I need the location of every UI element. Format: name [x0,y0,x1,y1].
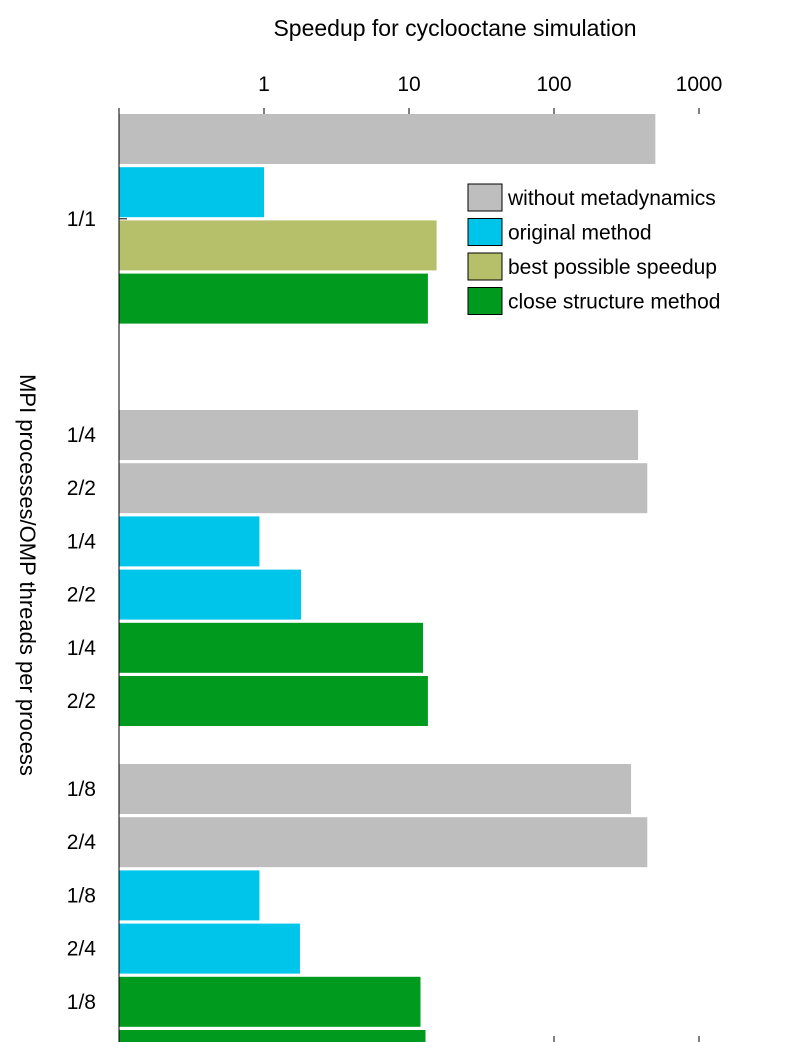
bar [119,167,264,218]
x-tick-label: 1 [258,73,270,96]
y-tick-label: 1/8 [67,778,96,801]
bar [119,463,648,514]
y-tick-labels: 1/11/42/21/42/21/42/21/82/41/82/41/82/4 [67,208,127,1014]
bar [119,1030,426,1042]
y-tick-label: 2/2 [67,690,96,713]
legend-swatch [467,287,503,315]
y-axis-label: MPI processes/OMP threads per process [15,374,40,776]
legend-swatch [467,183,503,212]
legend-label: without metadynamics [507,187,716,210]
bar [119,764,632,814]
legend-swatch [467,252,503,281]
legend: without metadynamics original method best … [467,183,720,315]
x-tick-label: 100 [536,73,571,96]
y-tick-label: 2/2 [67,477,96,500]
bar [119,923,300,974]
legend-label: original method [508,222,652,245]
y-tick-label: 1/4 [67,530,97,553]
y-tick-label: 1/4 [67,424,97,447]
legend-swatch [467,218,503,246]
y-tick-label: 1/8 [67,884,96,907]
y-tick-label: 1/8 [67,991,96,1014]
bar [119,273,428,324]
bar [119,516,260,567]
x-tick-label: 1000 [676,73,723,96]
bar [119,114,656,164]
y-tick-label: 2/4 [67,938,97,961]
bar [119,410,639,460]
bar [119,622,424,673]
bar [119,870,260,921]
x-tick-label: 10 [397,73,420,96]
bar [119,976,421,1027]
x-axis-ticks: 1 10 100 1000 [258,73,722,1042]
y-tick-label: 1/4 [67,637,97,660]
legend-label: close structure method [508,291,720,314]
legend-label: best possible speedup [508,256,717,279]
bar [119,817,648,868]
y-tick-label: 2/4 [67,831,97,854]
bar [119,676,428,726]
chart-title: Speedup for cyclooctane simulation [273,15,636,41]
bar [119,220,437,271]
y-tick-label: 1/1 [67,208,96,231]
bars [119,114,656,1042]
y-tick-label: 2/2 [67,584,96,607]
bar [119,569,302,620]
